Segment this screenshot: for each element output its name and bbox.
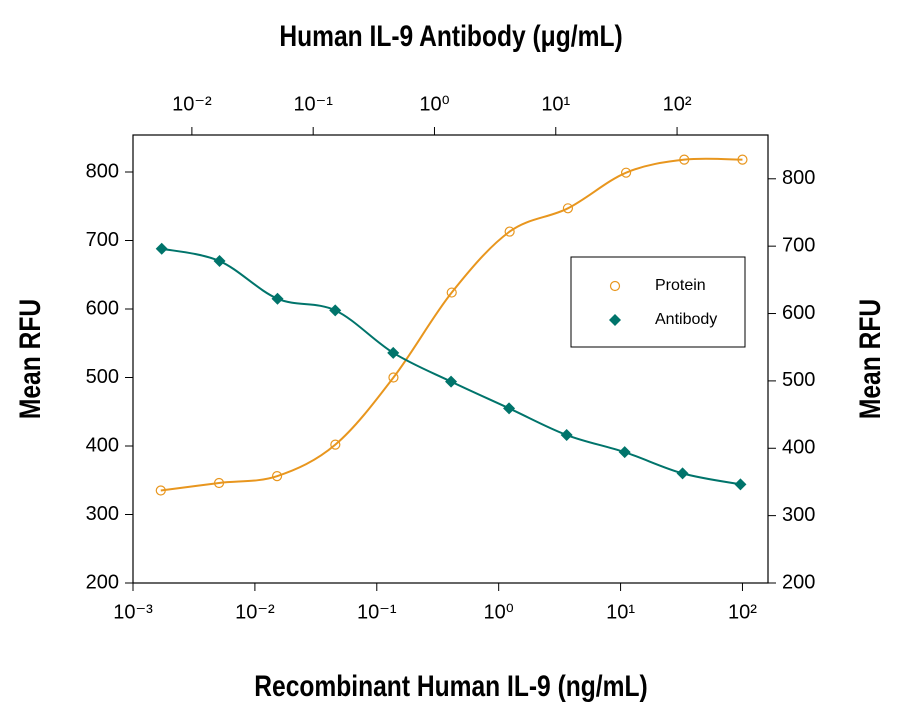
diamond-marker — [271, 292, 284, 305]
y2-tick-label: 200 — [782, 571, 815, 593]
legend-label: Protein — [655, 277, 706, 294]
x-tick-label: 10⁻¹ — [357, 601, 397, 623]
y-tick-label: 400 — [86, 434, 119, 456]
circle-marker — [679, 154, 690, 165]
y-tick-label: 600 — [86, 297, 119, 319]
circle-marker — [446, 287, 457, 298]
circle-marker — [213, 477, 225, 489]
circle-marker — [155, 485, 166, 496]
legend-label: Antibody — [655, 311, 717, 328]
circle-marker — [737, 154, 748, 165]
diamond-marker — [503, 402, 516, 415]
x2-tick-label: 10⁻² — [172, 93, 212, 115]
y-tick-label: 300 — [86, 503, 119, 525]
x-tick-label: 10² — [728, 601, 757, 623]
x-axis-label: Recombinant Human IL-9 (ng/mL) — [254, 669, 647, 703]
y2-tick-label: 800 — [782, 167, 815, 189]
circle-marker — [271, 471, 283, 482]
circle-marker — [330, 439, 341, 450]
diamond-marker — [618, 446, 631, 459]
circle-marker — [504, 226, 515, 237]
diamond-marker — [609, 314, 621, 326]
x-tick-label: 10⁰ — [484, 601, 514, 623]
diamond-marker — [676, 467, 689, 480]
diamond-marker — [387, 346, 400, 359]
top-axis-label: Human IL-9 Antibody (μg/mL) — [279, 19, 622, 53]
x2-tick-label: 10¹ — [541, 93, 570, 115]
legend-box — [570, 256, 746, 348]
y2-axis-label: Mean RFU — [853, 299, 887, 419]
y2-tick-label: 300 — [782, 504, 815, 526]
y2-tick-label: 700 — [782, 234, 815, 256]
x2-tick-label: 10⁰ — [419, 93, 449, 115]
x-tick-label: 10¹ — [606, 601, 635, 623]
x-tick-label: 10⁻³ — [113, 601, 153, 623]
y2-tick-label: 600 — [782, 302, 815, 324]
circle-marker — [562, 203, 574, 214]
diamond-marker — [213, 255, 226, 268]
y-tick-label: 500 — [86, 366, 119, 388]
x2-tick-label: 10⁻¹ — [293, 93, 333, 115]
x-tick-label: 10⁻² — [235, 601, 275, 623]
y-tick-label: 700 — [86, 229, 119, 251]
circle-marker — [388, 372, 399, 383]
x2-tick-label: 10² — [663, 93, 692, 115]
diamond-marker — [734, 478, 747, 491]
y2-tick-label: 400 — [782, 437, 815, 459]
circle-marker — [620, 167, 632, 178]
y-tick-label: 200 — [86, 571, 119, 593]
diamond-marker — [155, 242, 168, 255]
circle-marker — [609, 280, 621, 292]
y2-tick-label: 500 — [782, 369, 815, 391]
diamond-marker — [329, 304, 342, 317]
y-tick-label: 800 — [86, 160, 119, 182]
plot-frame — [132, 134, 769, 584]
diamond-marker — [445, 375, 458, 388]
y-axis-label: Mean RFU — [13, 299, 47, 419]
diamond-marker — [560, 429, 573, 442]
